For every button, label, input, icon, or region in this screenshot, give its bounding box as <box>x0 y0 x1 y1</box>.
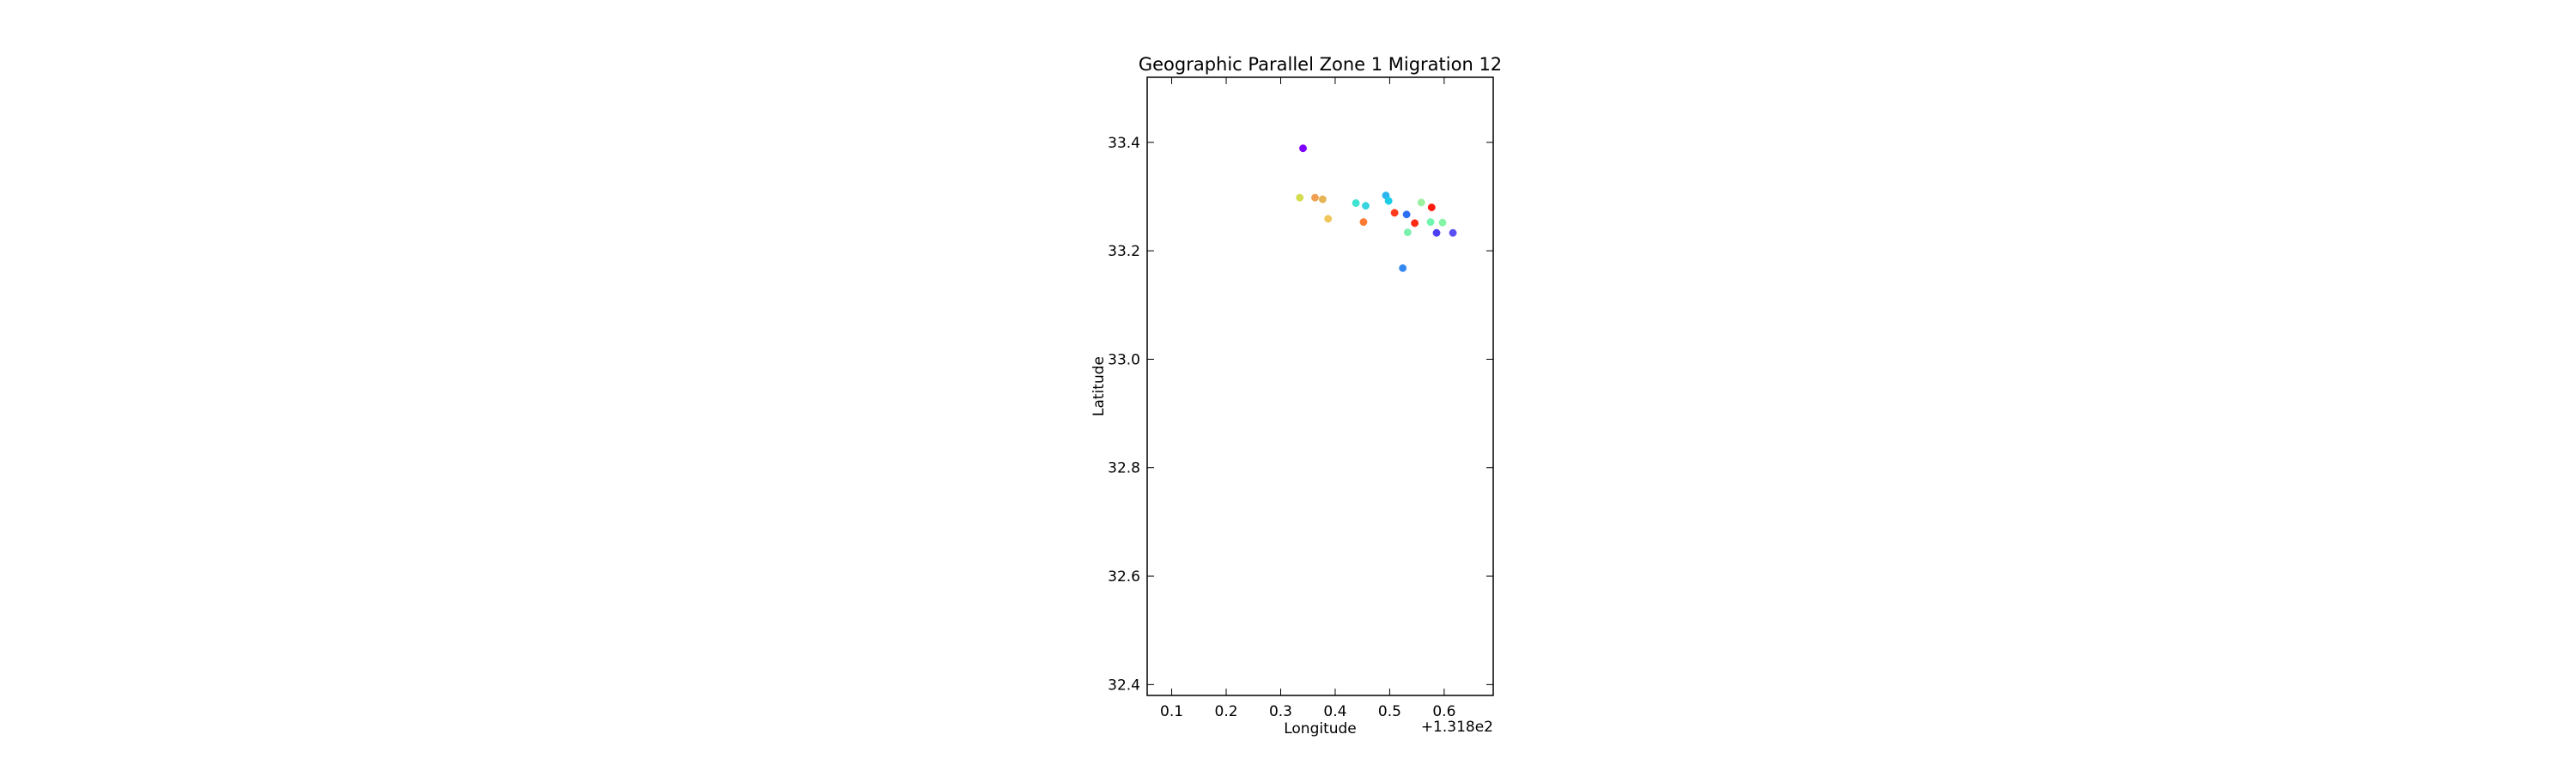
data-point <box>1359 218 1368 227</box>
y-tick-label: 32.4 <box>1108 677 1140 694</box>
data-point <box>1362 202 1370 210</box>
y-tick-label: 32.6 <box>1108 568 1140 586</box>
y-tick-label: 32.8 <box>1108 460 1140 477</box>
data-point <box>1318 195 1327 203</box>
x-tick-label: 0.5 <box>1378 703 1401 720</box>
data-point <box>1432 228 1441 237</box>
chart-title: Geographic Parallel Zone 1 Migration 12 <box>1139 54 1502 75</box>
axis-ticks-layer: 0.1 0.2 0.3 0.4 0.5 0.6 32.4 32.6 32.8 33.0 33.2 33… <box>1108 77 1493 720</box>
data-point <box>1324 215 1333 223</box>
x-tick-label: 0.2 <box>1215 703 1238 720</box>
y-tick-label: 33.4 <box>1108 135 1140 152</box>
data-point <box>1403 228 1412 237</box>
data-point <box>1311 193 1319 202</box>
plot-frame <box>1146 76 1494 696</box>
data-point <box>1449 228 1457 237</box>
data-point <box>1352 199 1360 207</box>
data-point <box>1438 218 1447 227</box>
data-point <box>1402 210 1411 219</box>
data-point <box>1427 203 1436 212</box>
data-point <box>1426 218 1435 227</box>
y-tick-label: 33.2 <box>1108 243 1140 260</box>
data-point <box>1417 198 1425 207</box>
data-point <box>1299 144 1307 153</box>
x-axis-label: Longitude <box>1284 720 1357 738</box>
data-point <box>1296 193 1304 202</box>
data-point <box>1384 197 1393 205</box>
x-tick-label: 0.3 <box>1269 703 1292 720</box>
x-tick-label: 0.6 <box>1432 703 1455 720</box>
y-tick-label: 33.0 <box>1108 351 1140 368</box>
x-tick-label: 0.4 <box>1323 703 1346 720</box>
y-axis-label: Latitude <box>1091 356 1108 416</box>
data-points-layer <box>1296 144 1457 272</box>
data-point <box>1390 209 1399 217</box>
data-point <box>1399 264 1407 272</box>
x-tick-label: 0.1 <box>1160 703 1183 720</box>
data-point <box>1411 219 1419 228</box>
x-axis-offset-label: +1.318e2 <box>1421 719 1493 736</box>
